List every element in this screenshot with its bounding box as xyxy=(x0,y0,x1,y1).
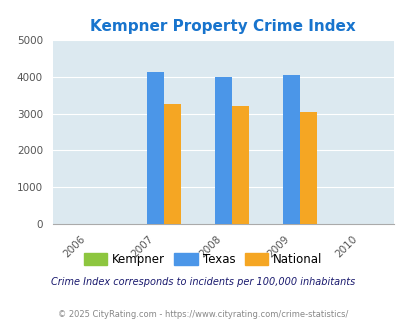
Bar xyxy=(146,72,163,224)
Title: Kempner Property Crime Index: Kempner Property Crime Index xyxy=(90,19,355,34)
Bar xyxy=(282,75,299,224)
Text: © 2025 CityRating.com - https://www.cityrating.com/crime-statistics/: © 2025 CityRating.com - https://www.city… xyxy=(58,310,347,319)
Bar xyxy=(231,106,248,224)
Legend: Kempner, Texas, National: Kempner, Texas, National xyxy=(79,248,326,271)
Bar xyxy=(299,112,316,224)
Bar xyxy=(163,104,180,224)
Bar xyxy=(214,77,231,224)
Text: Crime Index corresponds to incidents per 100,000 inhabitants: Crime Index corresponds to incidents per… xyxy=(51,278,354,287)
